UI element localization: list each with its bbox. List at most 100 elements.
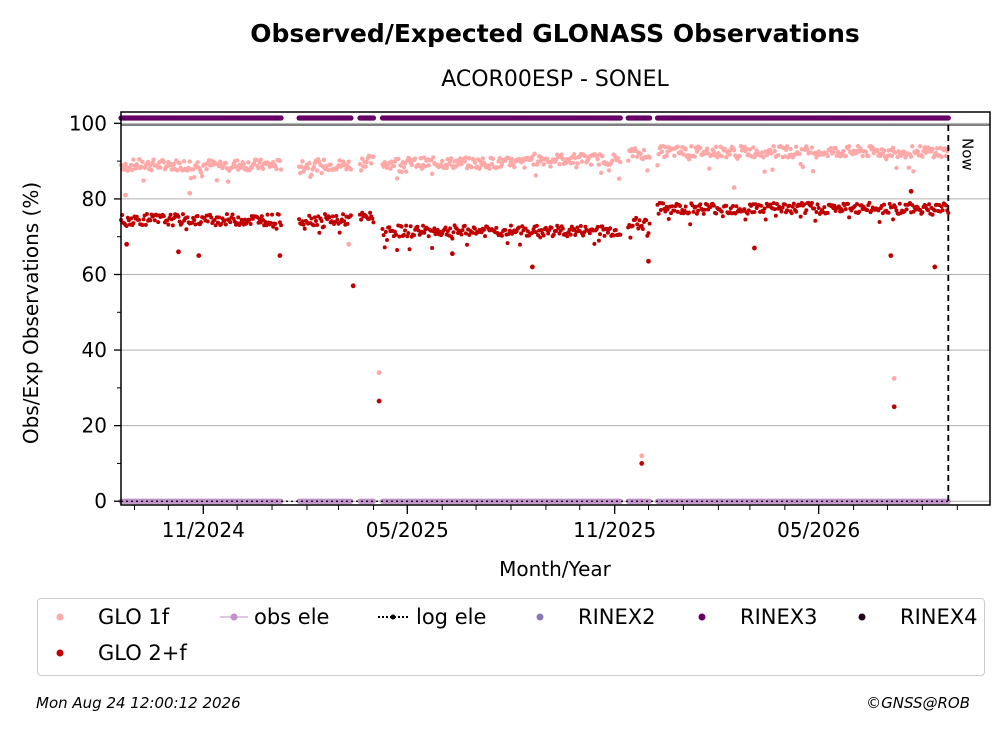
- data-point: [731, 147, 737, 153]
- data-point: [910, 144, 915, 149]
- data-point: [248, 221, 253, 226]
- data-point: [418, 156, 424, 161]
- data-point: [646, 231, 651, 236]
- data-point: [406, 231, 411, 236]
- data-point: [481, 227, 486, 232]
- data-point: [727, 152, 732, 157]
- data-point: [751, 145, 756, 150]
- data-point: [300, 159, 305, 164]
- x-tick-label: 05/2026: [777, 518, 860, 542]
- data-point: [762, 169, 767, 174]
- data-point: [247, 217, 252, 222]
- data-point: [681, 152, 686, 157]
- data-point: [438, 162, 444, 168]
- data-point: [836, 204, 841, 209]
- data-point: [477, 166, 482, 171]
- data-point: [444, 165, 449, 170]
- data-point: [691, 209, 696, 214]
- legend-item-obs-ele: obs ele: [218, 605, 329, 629]
- data-point: [789, 211, 794, 216]
- data-point: [574, 165, 579, 170]
- data-point: [198, 170, 204, 175]
- data-point: [742, 207, 747, 212]
- data-point: [894, 165, 899, 171]
- data-point: [260, 166, 266, 171]
- data-point: [311, 164, 316, 170]
- data-point: [923, 150, 928, 155]
- data-point: [236, 167, 241, 172]
- data-point: [139, 164, 144, 170]
- data-point: [645, 168, 650, 173]
- data-point-outlier: [888, 253, 894, 258]
- data-point: [480, 156, 485, 161]
- data-point: [600, 224, 605, 229]
- data-point: [230, 212, 235, 217]
- data-point: [722, 147, 728, 152]
- data-point: [171, 161, 177, 167]
- data-point: [889, 153, 895, 159]
- obs-ele-point: [945, 498, 951, 504]
- data-point: [311, 223, 316, 228]
- data-point: [583, 153, 588, 159]
- data-point: [140, 223, 145, 228]
- footer-credit: ©GNSS@ROB: [866, 694, 970, 712]
- data-point: [312, 215, 317, 220]
- y-tick-label: 80: [82, 187, 107, 211]
- rinex3-point: [647, 115, 653, 121]
- data-point: [893, 150, 898, 155]
- data-point: [747, 147, 753, 152]
- legend: GLO 1f obs ele log ele RINEX2 RINEX3 RIN…: [37, 598, 985, 676]
- data-point-outlier: [124, 241, 130, 247]
- data-point: [743, 217, 748, 222]
- data-point: [516, 225, 521, 230]
- data-point: [532, 151, 537, 157]
- data-point: [323, 212, 328, 217]
- data-point: [412, 233, 417, 238]
- data-point: [768, 202, 773, 207]
- data-point: [368, 210, 373, 215]
- data-point: [647, 221, 652, 226]
- data-point: [600, 153, 605, 159]
- data-point: [551, 232, 556, 237]
- data-point: [279, 223, 284, 228]
- data-point: [828, 146, 834, 151]
- data-point: [926, 208, 931, 213]
- data-point: [794, 209, 799, 214]
- data-point: [523, 226, 528, 231]
- data-point: [359, 217, 364, 222]
- data-point: [904, 207, 909, 212]
- data-point: [639, 223, 644, 228]
- data-point: [472, 226, 477, 231]
- data-point: [360, 156, 365, 161]
- data-point: [395, 247, 400, 252]
- data-point: [569, 155, 575, 160]
- data-point: [772, 207, 777, 212]
- data-point: [939, 154, 944, 160]
- data-point: [702, 207, 707, 212]
- data-point: [940, 208, 945, 213]
- data-point: [573, 155, 578, 160]
- data-point: [387, 225, 392, 230]
- legend-swatch-log-ele: [376, 607, 416, 627]
- data-point: [277, 158, 283, 163]
- data-point: [707, 166, 712, 171]
- data-point: [298, 170, 303, 176]
- data-point: [321, 157, 327, 163]
- data-point: [448, 226, 453, 231]
- data-point: [596, 162, 602, 167]
- legend-item-glo-1f: GLO 1f: [50, 605, 169, 629]
- data-point: [802, 202, 807, 207]
- data-point: [538, 235, 543, 240]
- data-point: [499, 233, 504, 238]
- data-point: [579, 159, 585, 164]
- legend-label-rinex4: RINEX4: [900, 605, 978, 629]
- data-point: [337, 230, 342, 235]
- data-point: [655, 163, 660, 168]
- data-point: [572, 227, 577, 232]
- data-point: [822, 205, 827, 210]
- data-point: [217, 159, 223, 164]
- data-point: [440, 158, 445, 164]
- data-point: [257, 217, 262, 222]
- data-point: [737, 153, 742, 159]
- data-point: [161, 214, 166, 219]
